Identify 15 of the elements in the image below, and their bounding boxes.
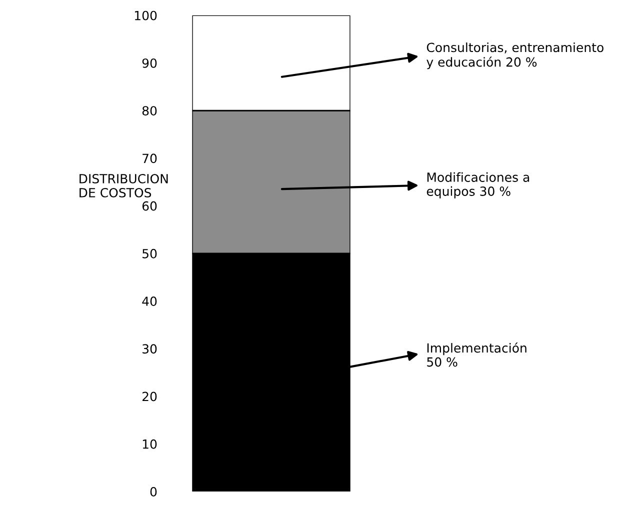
text: Consultorias, entrenamiento y educación 20 % [426,42,604,70]
y-tick-label: 40 [142,296,157,306]
y-tick-label: 30 [142,344,157,354]
y-tick-label: 90 [142,58,157,68]
text: Implementación 50 % [427,342,526,367]
y-tick-label: 80 [142,106,157,116]
y-tick-label: 60 [142,201,157,211]
y-tick-label: 0 [150,486,157,496]
y-axis-title: DISTRIBUCION DE COSTOS [80,174,168,198]
y-tick-label: 100 [134,10,157,20]
y-tick-label: 10 [142,439,157,449]
y-tick-label: 50 [142,248,157,258]
text: Modificaciones a equipos 30 % [426,172,530,198]
y-tick-label: 70 [142,154,157,164]
y-tick-label: 20 [142,392,157,402]
